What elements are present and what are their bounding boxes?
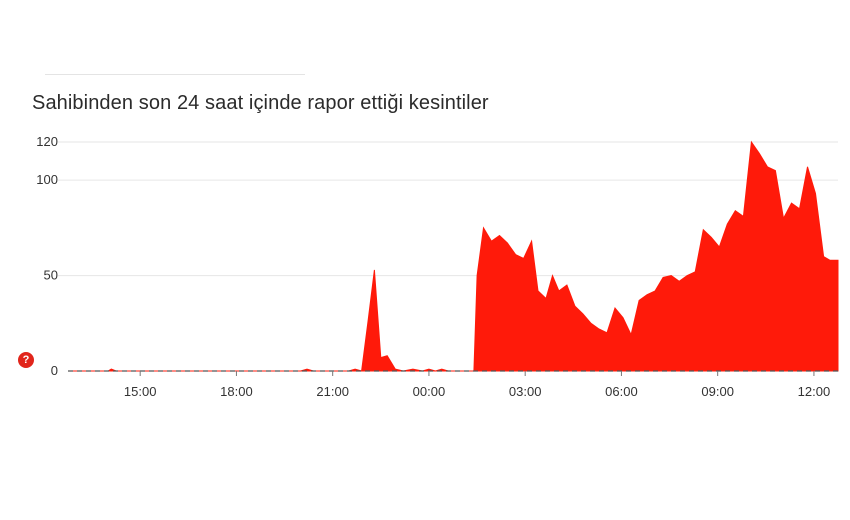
y-tick-label: 100	[36, 172, 58, 187]
x-tick-label: 15:00	[124, 384, 157, 399]
x-tick-label: 09:00	[701, 384, 734, 399]
area-series	[68, 140, 839, 372]
x-tick-label: 21:00	[316, 384, 349, 399]
axes: 0 50 100 120 15:00 18:00 21:00 00:00 03:00 06:00 0…	[36, 134, 838, 399]
x-tick-label: 18:00	[220, 384, 253, 399]
x-tick-label: 03:00	[509, 384, 542, 399]
x-tick-label: 00:00	[413, 384, 446, 399]
x-tick-label: 12:00	[798, 384, 831, 399]
top-divider	[45, 74, 305, 75]
y-tick-label: 120	[36, 134, 58, 149]
y-tick-label: 0	[51, 363, 58, 378]
chart-title: Sahibinden son 24 saat içinde rapor etti…	[32, 92, 489, 114]
area-series-0	[68, 140, 839, 372]
help-icon[interactable]: ?	[18, 352, 34, 368]
y-tick-label: 50	[44, 268, 58, 283]
x-tick-label: 06:00	[605, 384, 638, 399]
